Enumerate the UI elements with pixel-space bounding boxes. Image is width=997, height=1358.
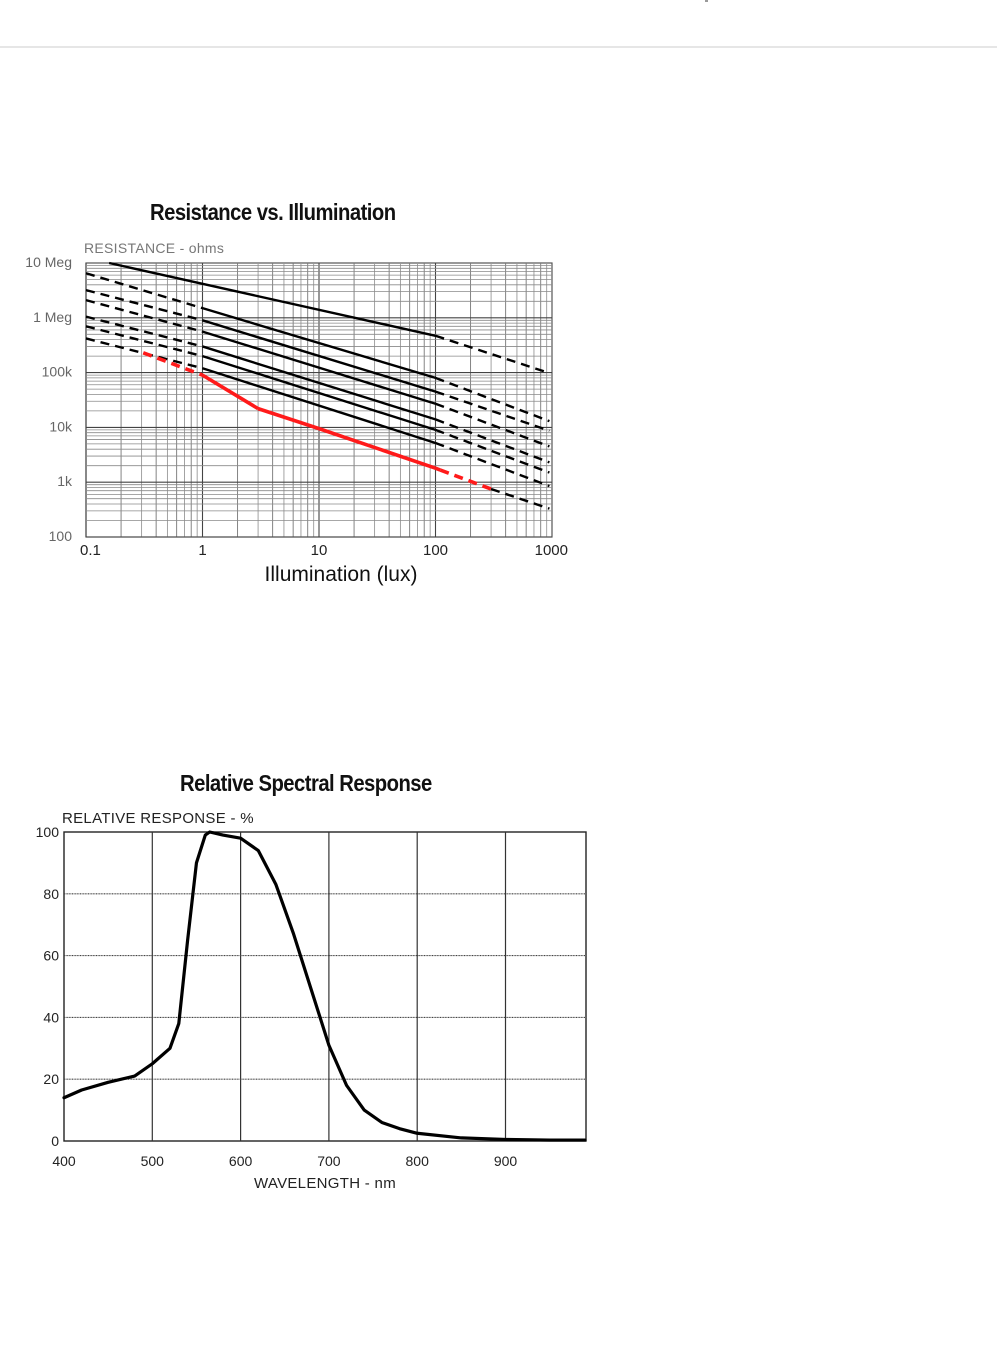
resistance-curve xyxy=(85,298,203,333)
resistance-curve xyxy=(490,487,550,510)
x-tick-label: 0.1 xyxy=(80,542,101,559)
y-tick-label: 100 xyxy=(49,528,73,544)
resistance-curve xyxy=(202,367,436,445)
x-tick-label: 600 xyxy=(229,1153,253,1169)
y-axis-label: RELATIVE RESPONSE - % xyxy=(62,810,254,827)
y-tick-label: 10 Meg xyxy=(25,254,72,270)
resistance-curve xyxy=(202,330,436,405)
resistance-curve xyxy=(435,428,550,474)
y-tick-label: 1k xyxy=(57,473,73,489)
x-tick-label: 700 xyxy=(317,1153,341,1169)
resistance-vs-illumination-chart: 10 Meg 1 Meg 100k 10k 1k 100 0.1 1 10 100 1000 RESI… xyxy=(25,240,568,586)
y-axis-label: RESISTANCE - ohms xyxy=(84,240,224,256)
resistance-curve xyxy=(108,261,436,337)
resistance-curve xyxy=(202,345,436,421)
resistance-curve xyxy=(435,441,550,488)
x-tick-label: 400 xyxy=(52,1153,76,1169)
resistance-curve xyxy=(435,334,550,375)
highlighted-curve xyxy=(257,406,320,431)
x-axis-label: WAVELENGTH - nm xyxy=(254,1175,396,1192)
y-tick-label: 20 xyxy=(43,1071,59,1087)
highlighted-curve xyxy=(201,373,260,411)
resistance-curve xyxy=(85,272,203,310)
y-tick-label: 40 xyxy=(43,1009,59,1025)
y-tick-label: 100 xyxy=(36,824,60,840)
plot-area xyxy=(63,831,587,1142)
resistance-curve xyxy=(435,402,550,448)
highlighted-curve xyxy=(199,372,204,377)
x-tick-label: 500 xyxy=(141,1153,165,1169)
resistance-curve xyxy=(85,288,203,322)
y-tick-label: 100k xyxy=(42,364,73,380)
top-edge-mark xyxy=(705,0,708,2)
resistance-curve xyxy=(435,418,550,464)
y-tick-label: 80 xyxy=(43,886,59,902)
resistance-curve xyxy=(202,354,436,432)
y-tick-label: 0 xyxy=(51,1133,59,1149)
resistance-curve xyxy=(85,325,203,358)
spectral-chart-title: Relative Spectral Response xyxy=(180,770,432,796)
highlighted-curve xyxy=(142,351,201,376)
y-tick-label: 10k xyxy=(49,418,73,434)
resistance-curve xyxy=(435,376,550,423)
highlighted-curve xyxy=(318,426,437,470)
x-axis-label: Illumination (lux) xyxy=(265,563,418,586)
x-tick-label: 100 xyxy=(423,542,448,559)
highlighted-curve xyxy=(439,468,492,491)
x-tick-label: 1 xyxy=(198,542,206,559)
resistance-curve xyxy=(435,390,550,432)
y-tick-label: 60 xyxy=(43,948,59,964)
page-divider xyxy=(0,46,997,48)
resistance-curve xyxy=(202,319,436,393)
y-tick-label: 1 Meg xyxy=(33,309,72,325)
resistance-curve xyxy=(85,315,203,348)
x-tick-label: 1000 xyxy=(535,542,568,559)
relative-spectral-response-chart: 0 20 40 60 80 100 400 500 600 700 800 900 RELATIVE R… xyxy=(36,810,587,1192)
x-tick-label: 10 xyxy=(311,542,328,559)
spectral-response-curve xyxy=(62,830,587,1142)
x-tick-label: 800 xyxy=(406,1153,430,1169)
highlighted-curve xyxy=(434,466,441,472)
x-tick-label: 900 xyxy=(494,1153,518,1169)
resistance-chart-title: Resistance vs. Illumination xyxy=(150,199,396,225)
resistance-curve xyxy=(202,307,436,380)
